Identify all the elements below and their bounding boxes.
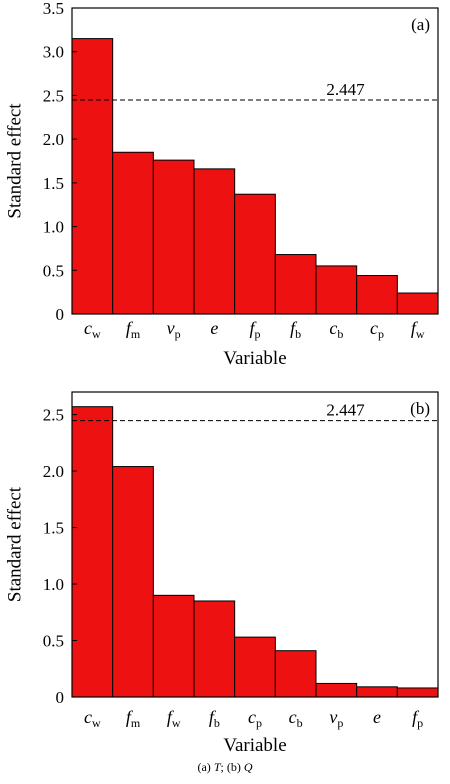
bar-1 (71, 406, 114, 698)
x-tick-label: cb (289, 707, 303, 730)
x-tick-label: fw (167, 707, 181, 730)
bar-4 (193, 168, 236, 315)
y-tick-label: 1.5 (43, 174, 64, 193)
y-tick-label: 0 (56, 305, 65, 324)
y-tick-label: 0 (56, 688, 65, 707)
x-tick-label: fb (209, 707, 220, 730)
x-axis-title: Variable (223, 348, 286, 369)
x-tick-label: cb (329, 318, 343, 341)
bar-8 (356, 686, 398, 698)
y-tick-label: 3.5 (43, 0, 64, 18)
x-tick-label: fw (411, 318, 425, 341)
caption-var-a: T (213, 760, 221, 774)
y-tick-label: 3.0 (43, 43, 64, 62)
x-tick-label: vp (329, 707, 343, 730)
panel-label: (a) (411, 15, 430, 34)
x-tick-label: e (210, 318, 218, 338)
bar-8 (356, 275, 398, 315)
threshold-label: 2.447 (326, 401, 365, 420)
x-axis-title: Variable (223, 735, 286, 756)
bar-3 (152, 159, 195, 315)
bar-4 (193, 600, 236, 698)
y-tick-label: 2.0 (43, 462, 64, 481)
chart-panel-a: 2.447 0 0.5 1.0 1.5 2.0 2.5 3.0 3.5 cw fm vp e fp fb cb… (4, 0, 439, 369)
x-tick-label: vp (167, 318, 181, 341)
x-tick-label: fb (290, 318, 301, 341)
caption-prefix-a: (a) (197, 760, 214, 774)
threshold-label: 2.447 (326, 80, 365, 99)
figure-caption: (a) T; (b) Q (0, 760, 450, 775)
plot-frame (71, 7, 439, 315)
y-tick-label: 2.5 (43, 406, 64, 425)
y-tick-label: 1.0 (43, 218, 64, 237)
bar-7 (315, 265, 358, 315)
bar-6 (274, 254, 317, 315)
x-tick-label: cw (84, 318, 101, 341)
y-tick-label: 0.5 (43, 632, 64, 651)
bar-1 (71, 38, 114, 315)
x-tick-label: e (373, 707, 381, 727)
plot-frame (71, 391, 439, 698)
y-tick-label: 2.5 (43, 86, 64, 105)
bar-2 (112, 151, 154, 315)
x-tick-label: cp (370, 318, 384, 341)
x-tick-label: fm (126, 318, 141, 341)
caption-sep: ; (b) (220, 760, 244, 774)
bar-3 (152, 594, 195, 698)
bar-6 (274, 650, 317, 698)
y-tick-label: 1.0 (43, 575, 64, 594)
x-tick-label: cp (248, 707, 262, 730)
x-tick-label: fp (412, 707, 423, 730)
bar-5 (234, 636, 276, 698)
bar-2 (112, 466, 154, 698)
bar-5 (234, 193, 276, 315)
bar-7 (315, 682, 358, 698)
caption-var-b: Q (243, 760, 253, 774)
x-tick-label: fp (249, 318, 260, 341)
chart-panel-b: 2.447 0 0.5 1.0 1.5 2.0 2.5 cw fm fw fb cp cb vp e fp (b… (4, 391, 439, 756)
bar-9 (396, 292, 439, 315)
y-axis-title: Standard effect (4, 486, 25, 602)
panel-label: (b) (410, 399, 430, 418)
x-tick-label: cw (84, 707, 101, 730)
y-tick-label: 0.5 (43, 261, 64, 280)
y-tick-label: 2.0 (43, 130, 64, 149)
y-axis-title: Standard effect (4, 103, 25, 219)
x-tick-label: fm (126, 707, 141, 730)
bar-9 (396, 687, 439, 698)
y-tick-label: 1.5 (43, 519, 64, 538)
